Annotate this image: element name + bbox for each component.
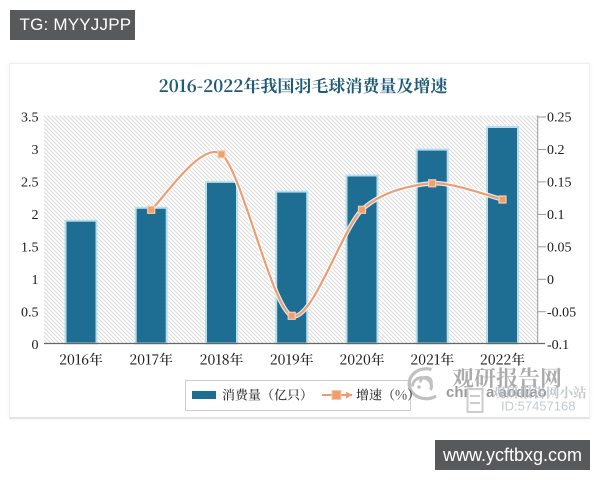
svg-text:1: 1 xyxy=(32,273,39,288)
svg-text:3.5: 3.5 xyxy=(21,111,39,126)
svg-text:0.5: 0.5 xyxy=(21,305,39,320)
svg-text:1.5: 1.5 xyxy=(21,241,39,256)
svg-text:0.15: 0.15 xyxy=(547,176,572,191)
svg-text:ID:57457168: ID:57457168 xyxy=(501,399,575,414)
svg-text:0.1: 0.1 xyxy=(547,208,565,223)
svg-text:-0.1: -0.1 xyxy=(547,338,569,353)
svg-text:-0.05: -0.05 xyxy=(547,305,576,320)
svg-text:0.05: 0.05 xyxy=(547,241,572,256)
svg-text:0: 0 xyxy=(547,273,554,288)
svg-text:2.5: 2.5 xyxy=(21,176,39,191)
svg-text:0.25: 0.25 xyxy=(547,111,572,126)
svg-text:0: 0 xyxy=(32,338,39,353)
svg-text:0.2: 0.2 xyxy=(547,143,565,158)
svg-text:2: 2 xyxy=(32,208,39,223)
svg-text:chi: chi xyxy=(446,384,468,401)
svg-text:3: 3 xyxy=(32,143,39,158)
